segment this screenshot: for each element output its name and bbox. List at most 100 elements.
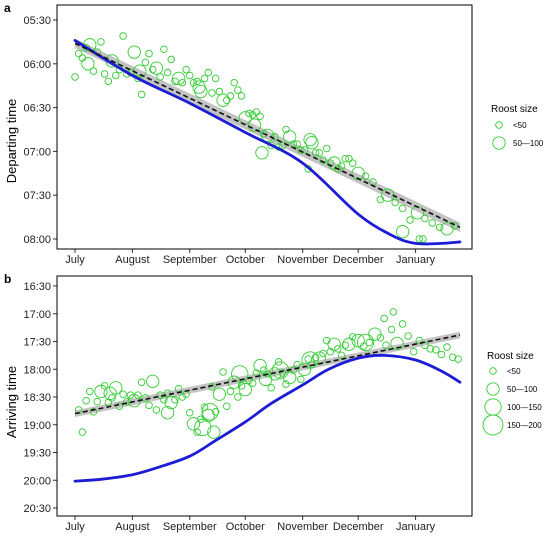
panel-b-data-point [360, 342, 368, 350]
panel-b-y-axis-title: Arriving time [4, 366, 19, 438]
panel-b-model-curve [73, 353, 462, 483]
panel-b-data-point [103, 386, 117, 400]
panel-b-x-tick-label: October [226, 521, 265, 533]
panel-a-model-line [73, 39, 462, 246]
panel-a-data-point [74, 49, 83, 58]
panel-a-legend-key [492, 136, 506, 150]
panel-a-data-point [395, 225, 410, 239]
panel-b-data-point [201, 403, 219, 421]
panel-b-data-point [348, 333, 357, 341]
panel-b-y-tick-label: 17:30 [23, 337, 51, 349]
panel-b-data-point [194, 418, 212, 437]
panel-a-y-tick-label: 06:30 [23, 103, 51, 115]
panel-b-plot-border [56, 275, 473, 517]
panel-a-legend-key [495, 121, 503, 129]
panel-b-data-point [258, 372, 273, 387]
panel-b-data-point [297, 375, 305, 384]
panel-b-data-point [212, 387, 227, 401]
panel-a-data-point [71, 73, 79, 81]
panel-a-data-point [234, 86, 242, 94]
panel-a-data-point [391, 198, 399, 207]
panel-a-y-axis-title: Departing time [4, 99, 19, 184]
panel-a-data-point [182, 65, 190, 74]
panel-a-data-point [245, 109, 253, 118]
panel-b-label: b [4, 272, 11, 286]
panel-a-data-point [345, 154, 353, 163]
panel-a-data-point [260, 128, 275, 142]
panel-a-data-point [255, 146, 269, 160]
panel-a-data-point [156, 73, 164, 81]
panel-a-data-point [322, 144, 331, 153]
panel-a-data-point [192, 80, 206, 94]
panel-b-data-point [341, 341, 349, 349]
panel-b-data-point [207, 425, 221, 439]
panel-b-data-point [223, 402, 231, 411]
panel-a-data-point [311, 149, 320, 157]
panel-b-data-point [119, 390, 127, 398]
panel-a-legend-label: 50—100 [513, 139, 544, 148]
panel-b-data-point [368, 327, 382, 341]
panel-b-data-point [234, 393, 242, 401]
panel-a-y-tick-label: 06:00 [23, 59, 51, 71]
panel-b-data-point [186, 417, 201, 431]
panel-a-ci-band [75, 38, 460, 232]
panel-b-data-point [171, 396, 179, 404]
panel-b-data-point [137, 378, 146, 386]
panel-b-y-tick-label: 18:00 [23, 364, 51, 376]
panel-b-data-point [389, 308, 398, 316]
panel-a-points [71, 32, 459, 243]
panel-b-data-point [146, 374, 160, 388]
panel-b-data-point [319, 349, 327, 358]
panel-b-x-tick-label: January [396, 521, 436, 533]
panel-b-data-point [376, 334, 385, 342]
panel-a-data-point [230, 79, 238, 87]
panel-a-data-point [415, 235, 424, 243]
panel-a-data-point [134, 74, 142, 83]
panel-b-x-tick-label: November [277, 521, 328, 533]
panel-b: b Arriving time 16:30 17:00 17:30 18:00 18:3… [4, 272, 542, 533]
panel-b-legend: Roost size <50 50—100 100—150 150—200 [482, 351, 542, 436]
panel-a-data-point [293, 140, 301, 148]
panel-a-data-point [111, 71, 120, 80]
panel-a-y-tick-label: 08:00 [23, 234, 51, 246]
panel-a-x-tick-label: August [115, 254, 149, 266]
panel-a-data-point [211, 74, 220, 83]
panel-b-data-point [248, 379, 257, 387]
panel-a-data-point [178, 79, 187, 87]
panel-a-y-ticks: 05:30 06:00 06:30 07:00 07:30 08:00 [23, 15, 57, 246]
panel-b-data-point [126, 391, 135, 399]
panel-a-data-point [137, 90, 146, 99]
panel-b-data-point [134, 391, 142, 399]
panel-a-data-point [315, 149, 324, 157]
panel-a-x-tick-label: January [396, 254, 436, 266]
panel-a-legend-label: <50 [513, 121, 527, 130]
panel-b-data-point [94, 384, 108, 399]
panel-b-legend-key [482, 414, 504, 436]
panel-a-legend: Roost size <50 50—100 [491, 104, 544, 150]
panel-b-legend-title: Roost size [487, 351, 534, 362]
panel-b-data-point [152, 406, 161, 414]
panel-a-y-tick-label: 05:30 [23, 15, 51, 27]
panel-b-data-point [432, 346, 440, 354]
panel-b-data-point [426, 345, 435, 353]
panel-b-data-point [267, 384, 275, 392]
panel-b-data-point [443, 343, 451, 351]
panel-b-legend-label: 150—200 [507, 421, 542, 430]
panel-b-data-point [100, 382, 109, 390]
panel-a-data-point [283, 130, 297, 144]
panel-b-data-point [231, 365, 249, 383]
panel-a-data-point [171, 77, 179, 86]
panel-a-data-point [303, 133, 317, 147]
panel-b-data-point [454, 355, 462, 363]
panel-b-data-point [398, 320, 407, 328]
panel-a-data-point [149, 61, 164, 75]
panel-b-data-point [115, 402, 124, 411]
panel-b-x-tick-label: September [163, 521, 217, 533]
panel-a-confidence-band [75, 38, 460, 232]
panel-b-trend-line [74, 334, 461, 415]
panel-a-data-point [97, 38, 105, 46]
panel-a-data-point [326, 159, 335, 167]
panel-a-data-point [428, 219, 436, 227]
panel-a-data-point [223, 96, 231, 105]
